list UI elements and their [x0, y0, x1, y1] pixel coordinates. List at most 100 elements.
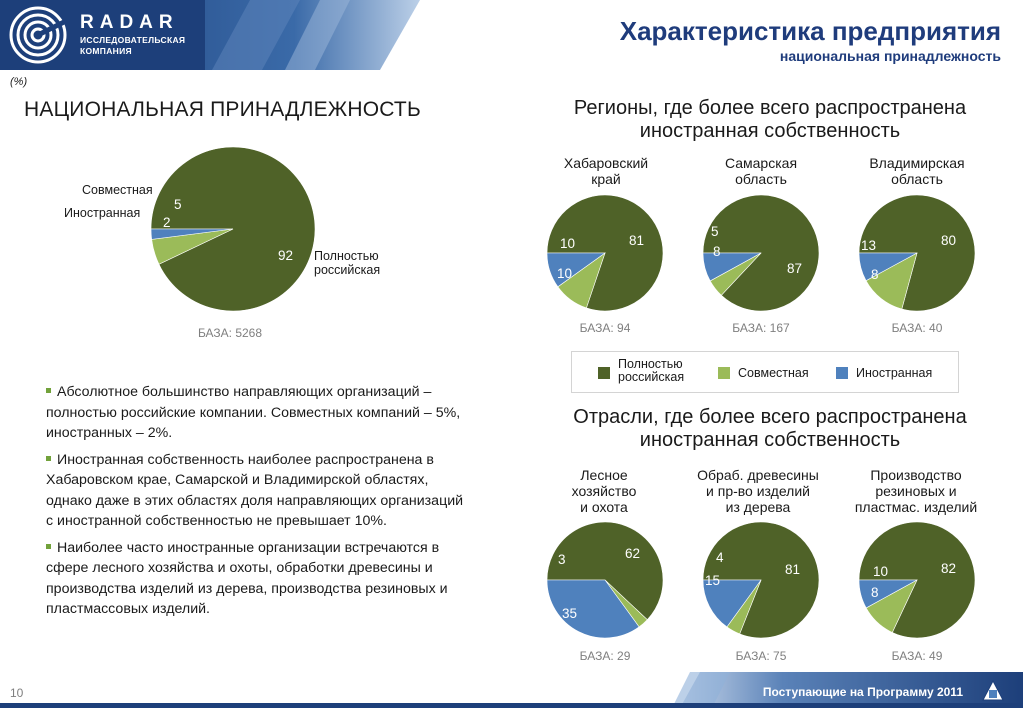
pie-value-joint: 3: [558, 552, 566, 567]
pie-caption-vladimir: Владимирская область: [842, 155, 992, 187]
slice-foreign: [858, 252, 918, 282]
pie-base-forestry: БАЗА: 29: [579, 649, 631, 663]
bullet-text-1: Абсолютное большинство направляющих орга…: [46, 384, 461, 441]
pie-value-russian: 62: [625, 546, 641, 561]
pie-chart-rubber-plastic: [858, 521, 976, 639]
slice-foreign: [702, 579, 762, 628]
caption-line: хозяйство: [571, 483, 637, 499]
legend-label-russian-line1: Полностью: [618, 357, 683, 371]
pie-base-woodworking: БАЗА: 75: [735, 649, 787, 663]
footer-band: [0, 672, 1023, 708]
bullet-list: Абсолютное большинство направляющих орга…: [46, 382, 466, 626]
pie-base-khabarovsk: БАЗА: 94: [579, 321, 631, 335]
legend-label-russian: Полностью российская: [618, 358, 684, 384]
pie-value-joint: 5: [711, 224, 719, 239]
slice-russian: [546, 194, 664, 312]
pie-value-joint: 10: [873, 564, 889, 579]
main-pie-value-joint: 5: [174, 197, 182, 212]
header-band: RADAR ИССЛЕДОВАТЕЛЬСКАЯ КОМПАНИЯ Характе…: [0, 0, 1023, 70]
industries-title-line1: Отрасли, где более всего распространена: [573, 406, 967, 428]
main-pie-label-russian-line1: Полностью: [314, 249, 379, 263]
pie-value-foreign: 8: [871, 267, 879, 282]
pie-value-russian: 87: [787, 261, 803, 276]
bullet-item: Наиболее часто иностранные организации в…: [46, 538, 466, 620]
logo-sub-line2: КОМПАНИЯ: [80, 46, 132, 56]
caption-line: Хабаровский: [563, 155, 649, 171]
pie-value-foreign: 15: [705, 573, 721, 588]
regions-title-line1: Регионы, где более всего распространена: [573, 97, 967, 119]
caption-line: область: [891, 171, 943, 187]
slice-foreign: [546, 252, 606, 288]
regions-title: Регионы, где более всего распространена …: [540, 97, 1000, 143]
legend-swatch-foreign: [836, 367, 848, 379]
main-pie-chart: [150, 146, 316, 312]
pie-value-foreign: 35: [562, 606, 578, 621]
caption-line: Самарская: [724, 155, 798, 171]
left-chart-title: НАЦИОНАЛЬНАЯ ПРИНАДЛЕЖНОСТЬ: [24, 98, 421, 121]
caption-line: Владимирская: [869, 155, 965, 171]
caption-line: и охота: [580, 499, 628, 515]
caption-line: резиновых и: [875, 483, 957, 499]
main-pie-label-russian: Полностью российская: [314, 249, 380, 277]
radar-logo-icon: [9, 6, 67, 64]
caption-line: Производство: [870, 467, 962, 483]
pie-caption-samara: Самарская область: [686, 155, 836, 187]
slice-russian: [546, 521, 664, 621]
caption-line: пластмас. изделий: [854, 499, 978, 515]
slice-foreign: [150, 228, 234, 240]
pie-chart-samara: [702, 194, 820, 312]
main-pie-label-russian-line2: российская: [314, 263, 381, 277]
unit-label: (%): [10, 76, 28, 88]
pie-chart-khabarovsk: [546, 194, 664, 312]
pie-caption-woodworking: Обраб. древесины и пр-во изделий из дере…: [683, 467, 833, 515]
pie-caption-khabarovsk: Хабаровский край: [531, 155, 681, 187]
pie-chart-forestry: [546, 521, 664, 639]
page-subtitle: национальная принадлежность: [779, 48, 1001, 64]
pie-value-foreign: 10: [557, 266, 573, 281]
main-pie-value-foreign: 2: [163, 215, 171, 230]
bullet-square-icon: [46, 455, 51, 461]
pie-value-russian: 82: [941, 561, 957, 576]
legend-label-foreign: Иностранная: [856, 366, 933, 380]
legend-label-joint: Совместная: [738, 366, 809, 380]
bullet-square-icon: [46, 543, 51, 549]
pie-caption-forestry: Лесное хозяйство и охота: [529, 467, 679, 515]
slice-foreign: [858, 579, 918, 609]
slice-russian: [858, 521, 976, 639]
pie-value-russian: 81: [629, 233, 645, 248]
pie-value-foreign: 8: [871, 585, 879, 600]
regions-title-line2: иностранная собственность: [639, 120, 901, 142]
pie-value-russian: 81: [785, 562, 801, 577]
bullet-square-icon: [46, 388, 51, 393]
industries-title: Отрасли, где более всего распространена …: [540, 406, 1000, 452]
main-pie-label-joint: Совместная: [82, 183, 153, 197]
logo: RADAR ИССЛЕДОВАТЕЛЬСКАЯ КОМПАНИЯ: [0, 0, 205, 70]
bullet-text-3: Наиболее часто иностранные организации в…: [46, 539, 448, 618]
slice-foreign: [546, 579, 640, 639]
footer-text: Поступающие на Программу 2011: [762, 685, 963, 699]
pie-value-russian: 80: [941, 233, 957, 248]
pie-caption-rubber-plastic: Производство резиновых и пластмас. издел…: [841, 467, 991, 515]
pie-chart-vladimir: [858, 194, 976, 312]
caption-line: Обраб. древесины: [697, 467, 819, 483]
pie-value-joint: 13: [861, 238, 877, 253]
bullet-item: Абсолютное большинство направляющих орга…: [46, 382, 466, 444]
footer-logo-icon: [982, 679, 1004, 701]
caption-line: область: [735, 171, 787, 187]
logo-name: RADAR: [80, 12, 179, 33]
pie-base-vladimir: БАЗА: 40: [891, 321, 943, 335]
caption-line: и пр-во изделий: [706, 483, 810, 499]
page-title: Характеристика предприятия: [619, 16, 1001, 46]
slice-foreign: [702, 252, 762, 282]
main-pie-label-foreign: Иностранная: [64, 206, 141, 220]
caption-line: край: [591, 171, 621, 187]
legend-label-russian-line2: российская: [618, 370, 685, 384]
pie-value-joint: 10: [560, 236, 576, 251]
main-pie-base: БАЗА: 5268: [197, 326, 263, 340]
industries-title-line2: иностранная собственность: [639, 429, 901, 451]
pie-base-rubber-plastic: БАЗА: 49: [891, 649, 943, 663]
bullet-item: Иностранная собственность наиболее распр…: [46, 450, 466, 532]
caption-line: из дерева: [725, 499, 791, 515]
chart-legend: Полностью российская Совместная Иностран…: [571, 351, 959, 393]
legend-swatch-russian: [598, 367, 610, 379]
